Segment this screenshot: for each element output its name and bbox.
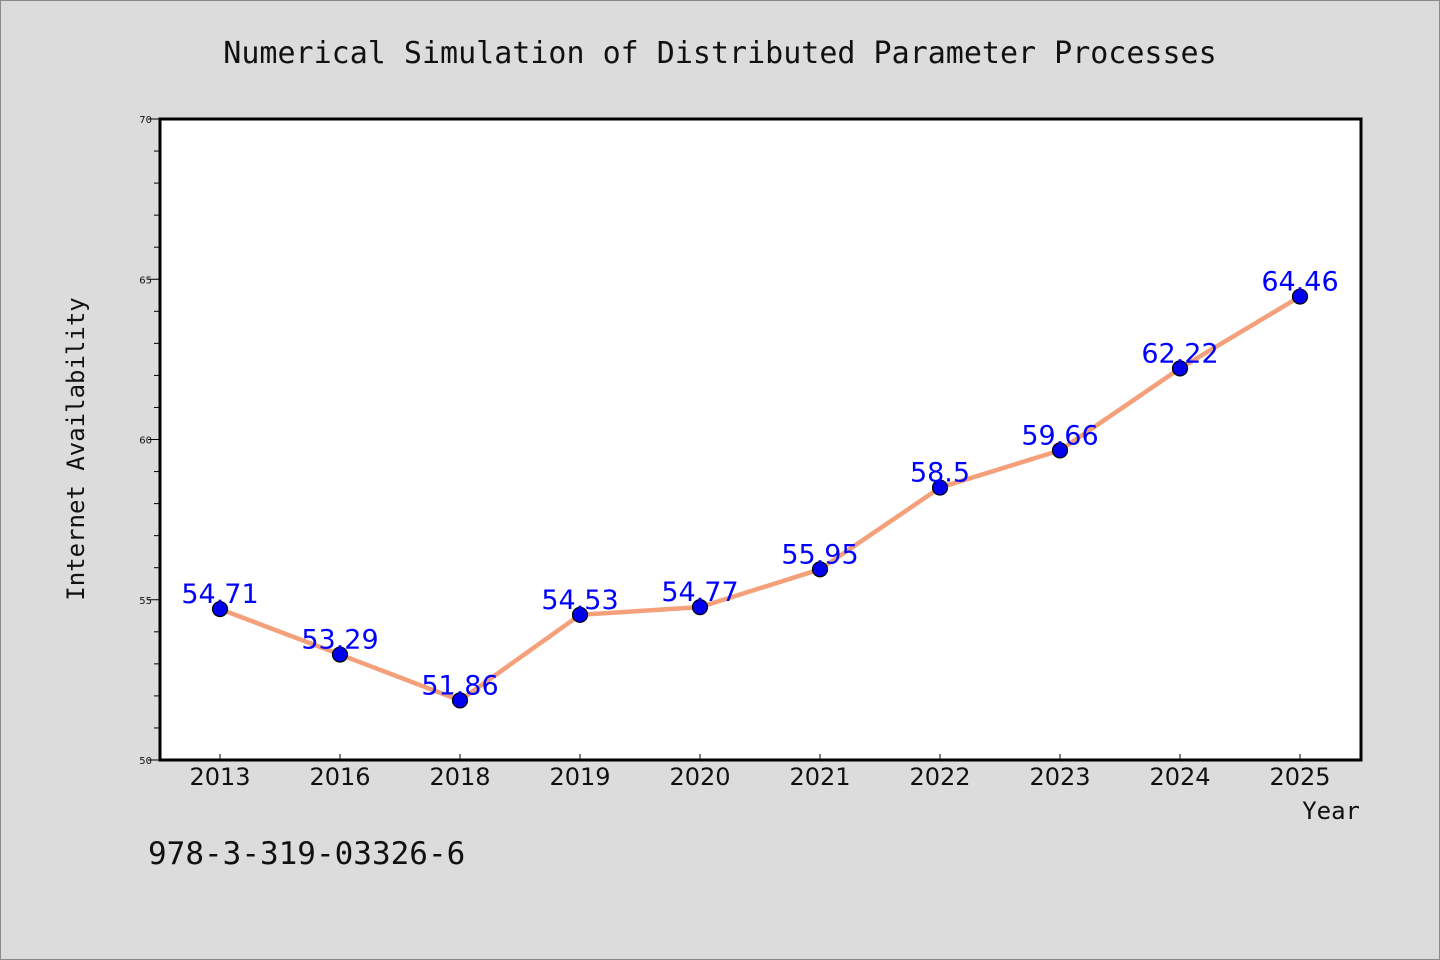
data-label: 59.66 [1021, 420, 1098, 451]
y-tick-label: 60 [139, 436, 152, 447]
data-point [691, 599, 709, 616]
y-tick-label: 50 [139, 756, 152, 767]
data-point [931, 479, 949, 496]
data-point [1171, 360, 1189, 377]
plot-border [158, 117, 1363, 762]
x-tick-label: 2020 [669, 763, 730, 791]
x-tick-labels: 2013 2016 2018 2019 2020 2021 2022 2023 2024 2025 [189, 754, 1331, 791]
x-tick-label: 2022 [909, 763, 970, 791]
y-tick-labels: 50 55 60 65 70 [139, 115, 152, 767]
chart-title: Numerical Simulation of Distributed Para… [223, 36, 1216, 71]
plot-area [160, 119, 1361, 760]
x-tick-label: 2018 [429, 763, 490, 791]
data-point [1051, 442, 1069, 459]
data-label: 54.77 [661, 577, 738, 608]
x-axis-label: Year [1302, 797, 1360, 825]
data-label: 54.71 [181, 579, 258, 610]
y-tick-label: 65 [139, 275, 152, 286]
x-tick-label: 2021 [789, 763, 850, 791]
data-point [571, 606, 589, 623]
x-tick-label: 2024 [1149, 763, 1210, 791]
y-tick-label: 55 [139, 596, 152, 607]
x-tick-label: 2019 [549, 763, 610, 791]
x-tick-label: 2023 [1029, 763, 1090, 791]
data-label: 58.5 [910, 458, 970, 489]
data-label: 62.22 [1141, 338, 1218, 369]
data-label: 53.29 [301, 625, 378, 656]
data-labels: 54.71 53.29 51.86 54.53 54.77 55.95 58.5 59.66 6… [181, 267, 1338, 702]
data-label: 54.53 [541, 585, 618, 616]
data-label: 64.46 [1261, 267, 1338, 298]
data-point [1291, 288, 1309, 305]
x-tick-label: 2013 [189, 763, 250, 791]
x-tick-label: 2016 [309, 763, 370, 791]
data-label: 55.95 [781, 539, 858, 570]
data-point [211, 600, 229, 618]
footnote-isbn: 978-3-319-03326-6 [148, 836, 465, 872]
data-label: 51.86 [421, 670, 498, 701]
data-point [451, 692, 469, 709]
data-points [211, 288, 1309, 709]
x-tick-label: 2025 [1269, 763, 1330, 791]
series-line [217, 294, 1303, 703]
y-tick-label: 70 [139, 115, 152, 126]
data-point [331, 646, 349, 663]
y-axis-label: Internet Availability [62, 297, 90, 600]
data-point [811, 561, 829, 578]
